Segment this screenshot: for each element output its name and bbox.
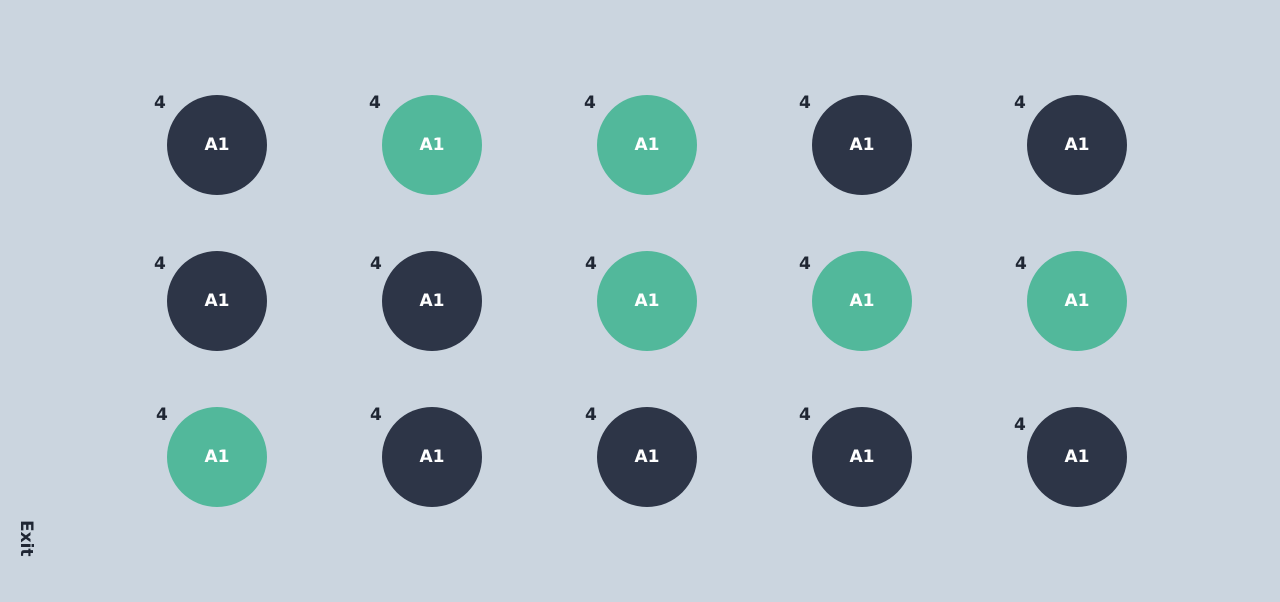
- tile-badge: 4: [1015, 254, 1027, 274]
- tile-button[interactable]: A1: [167, 251, 267, 351]
- tile-cell: 4 A1: [370, 407, 482, 507]
- tile-label: A1: [849, 291, 875, 311]
- tile-label: A1: [204, 291, 230, 311]
- tile-badge: 4: [585, 405, 597, 425]
- tile-label: A1: [419, 447, 445, 467]
- tile-cell: 4 A1: [584, 95, 697, 195]
- tile-button[interactable]: A1: [1027, 251, 1127, 351]
- tile-badge: 4: [1014, 415, 1026, 435]
- tile-badge: 4: [154, 254, 166, 274]
- tile-badge: 4: [584, 93, 596, 113]
- tile-button[interactable]: A1: [812, 95, 912, 195]
- tile-button[interactable]: A1: [812, 251, 912, 351]
- tile-button[interactable]: A1: [382, 251, 482, 351]
- tile-button[interactable]: A1: [597, 251, 697, 351]
- tile-label: A1: [1064, 135, 1090, 155]
- tile-cell: 4 A1: [1014, 407, 1127, 507]
- tile-button[interactable]: A1: [597, 95, 697, 195]
- exit-button[interactable]: Exit: [16, 520, 36, 557]
- tile-badge: 4: [154, 93, 166, 113]
- tile-label: A1: [419, 135, 445, 155]
- tile-label: A1: [1064, 291, 1090, 311]
- tile-button[interactable]: A1: [167, 95, 267, 195]
- tile-cell: 4 A1: [154, 95, 267, 195]
- tile-cell: 4 A1: [585, 251, 697, 351]
- tile-cell: 4 A1: [370, 251, 482, 351]
- tile-cell: 4 A1: [799, 407, 912, 507]
- tile-button[interactable]: A1: [382, 407, 482, 507]
- tile-badge: 4: [799, 405, 811, 425]
- tile-badge: 4: [799, 93, 811, 113]
- tile-cell: 4 A1: [1014, 95, 1127, 195]
- tile-label: A1: [204, 447, 230, 467]
- tile-label: A1: [204, 135, 230, 155]
- tile-badge: 4: [799, 254, 811, 274]
- tile-button[interactable]: A1: [1027, 407, 1127, 507]
- tile-button[interactable]: A1: [167, 407, 267, 507]
- tile-cell: 4 A1: [1015, 251, 1127, 351]
- tile-badge: 4: [156, 405, 168, 425]
- tile-cell: 4 A1: [156, 407, 267, 507]
- tile-label: A1: [849, 135, 875, 155]
- tile-badge: 4: [370, 254, 382, 274]
- tile-cell: 4 A1: [154, 251, 267, 351]
- tile-label: A1: [634, 447, 660, 467]
- tile-badge: 4: [585, 254, 597, 274]
- tile-label: A1: [1064, 447, 1090, 467]
- tile-cell: 4 A1: [585, 407, 697, 507]
- tile-label: A1: [849, 447, 875, 467]
- tile-button[interactable]: A1: [812, 407, 912, 507]
- tile-label: A1: [634, 135, 660, 155]
- tile-button[interactable]: A1: [597, 407, 697, 507]
- tile-badge: 4: [1014, 93, 1026, 113]
- tile-button[interactable]: A1: [382, 95, 482, 195]
- tile-badge: 4: [370, 405, 382, 425]
- tile-cell: 4 A1: [799, 251, 912, 351]
- tile-label: A1: [419, 291, 445, 311]
- tile-label: A1: [634, 291, 660, 311]
- tile-cell: 4 A1: [369, 95, 482, 195]
- tile-cell: 4 A1: [799, 95, 912, 195]
- tile-button[interactable]: A1: [1027, 95, 1127, 195]
- tile-badge: 4: [369, 93, 381, 113]
